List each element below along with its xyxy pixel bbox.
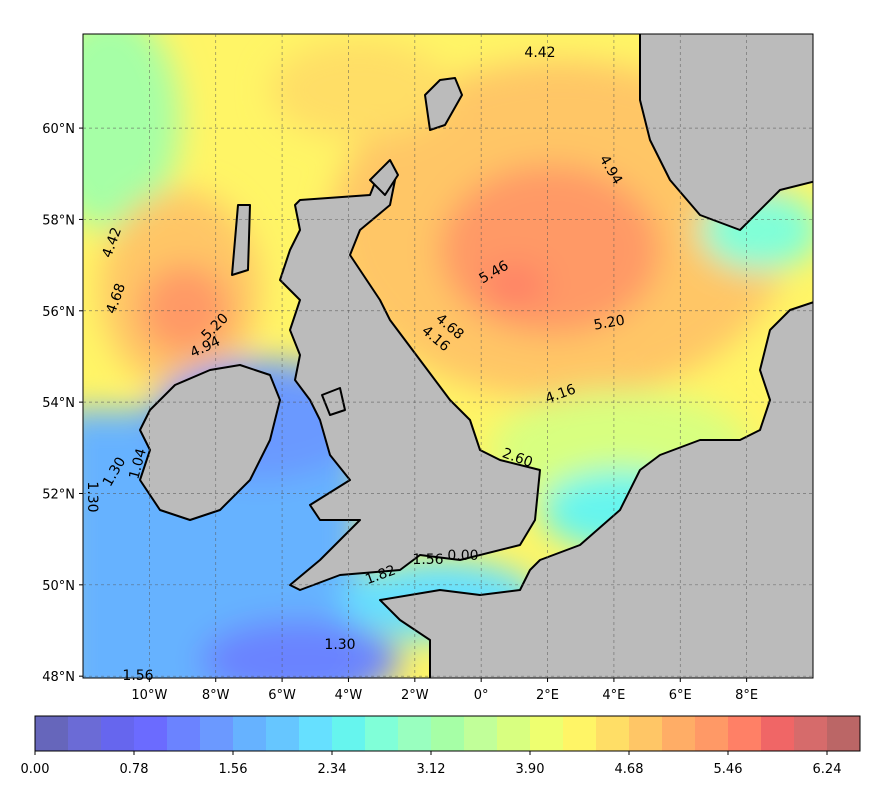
- colorbar-swatch: [530, 716, 564, 751]
- contour-label: 5.20: [593, 312, 626, 333]
- lon-tick-label: 4°W: [335, 688, 363, 703]
- colorbar-swatch: [299, 716, 333, 751]
- colorbar-tick-label: 2.34: [318, 762, 347, 777]
- colorbar-swatch: [233, 716, 267, 751]
- colorbar-swatch: [761, 716, 795, 751]
- colorbar-tick-label: 3.90: [516, 762, 545, 777]
- lon-tick-label: 6°E: [669, 688, 692, 703]
- lon-tick-label: 10°W: [131, 688, 167, 703]
- contour-label: 0.00: [447, 548, 478, 564]
- colorbar-tick-label: 4.68: [615, 762, 644, 777]
- contour-label: 1.56: [122, 668, 153, 684]
- colorbar-swatch: [563, 716, 597, 751]
- lon-tick-label: 2°E: [536, 688, 559, 703]
- contour-label: 1.04: [126, 447, 150, 481]
- colorbar-tick-label: 3.12: [417, 762, 446, 777]
- colorbar-frame: [34, 715, 861, 752]
- colorbar-swatch: [266, 716, 300, 751]
- colorbar-tick-label: 0.78: [120, 762, 149, 777]
- land: [139, 34, 813, 678]
- colorbar-swatch: [497, 716, 531, 751]
- colorbar-swatch: [365, 716, 399, 751]
- colorbar-swatch: [794, 716, 828, 751]
- colorbar-tick-label: 6.24: [813, 762, 842, 777]
- lat-tick-label: 50°N: [42, 579, 75, 594]
- contour-label: 1.30: [84, 481, 100, 512]
- lat-tick-label: 52°N: [42, 487, 75, 502]
- colorbar-swatch: [827, 716, 861, 751]
- colorbar-tick-label: 1.56: [219, 762, 248, 777]
- map-frame: [82, 33, 814, 679]
- lon-tick-label: 0°: [474, 688, 489, 703]
- colorbar-swatch: [662, 716, 696, 751]
- lat-tick-label: 58°N: [42, 213, 75, 228]
- colorbar-tick-label: 5.46: [714, 762, 743, 777]
- lon-tick-label: 8°W: [202, 688, 230, 703]
- colorbar-swatch: [167, 716, 201, 751]
- lat-tick-label: 56°N: [42, 305, 75, 320]
- contour-label: 4.42: [524, 45, 555, 61]
- lon-tick-label: 4°E: [602, 688, 625, 703]
- lon-tick-label: 8°E: [735, 688, 758, 703]
- field: [83, 34, 813, 678]
- lat-tick-label: 48°N: [42, 670, 75, 685]
- colorbar-swatch: [35, 716, 69, 751]
- colorbar-swatch: [200, 716, 234, 751]
- colorbar-swatch: [332, 716, 366, 751]
- colorbar-swatch: [431, 716, 465, 751]
- colorbar-swatch: [629, 716, 663, 751]
- colorbar-swatch: [68, 716, 102, 751]
- contour-label: 1.56: [412, 552, 443, 568]
- colorbar-tick-label: 0.00: [21, 762, 50, 777]
- colorbar-swatch: [728, 716, 762, 751]
- colorbar-swatch: [695, 716, 729, 751]
- colorbar-swatch: [134, 716, 168, 751]
- colorbar-swatch: [464, 716, 498, 751]
- colorbar-swatch: [398, 716, 432, 751]
- contour-label: 1.30: [324, 637, 355, 653]
- lat-tick-label: 54°N: [42, 396, 75, 411]
- colorbar-swatch: [101, 716, 135, 751]
- lon-tick-label: 2°W: [401, 688, 429, 703]
- lat-tick-label: 60°N: [42, 122, 75, 137]
- lon-tick-label: 6°W: [268, 688, 296, 703]
- colorbar-swatch: [596, 716, 630, 751]
